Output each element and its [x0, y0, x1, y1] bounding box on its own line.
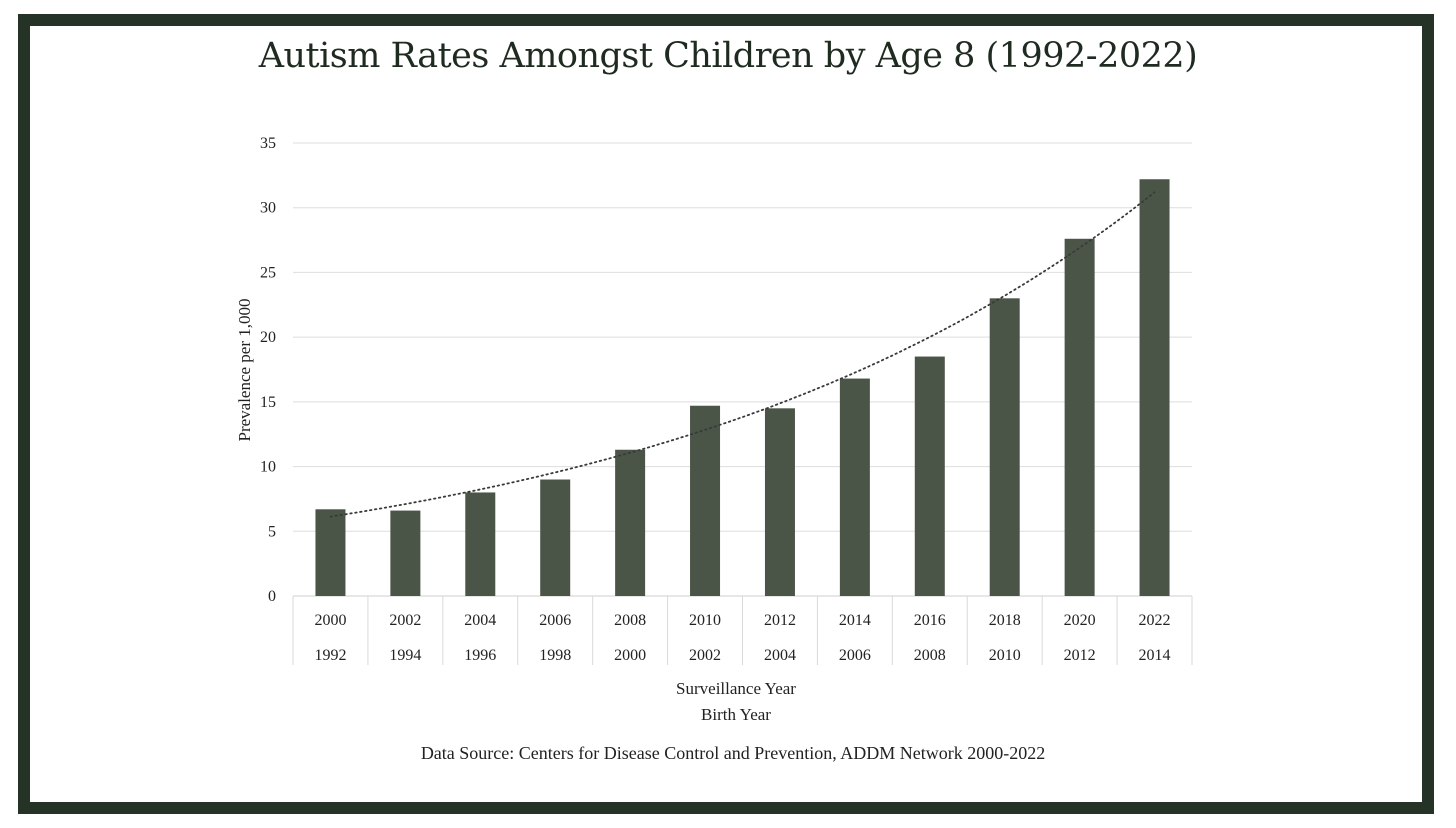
x-tick-label: 2000	[314, 612, 346, 629]
bar	[1139, 179, 1170, 597]
x-tick-label: 2004	[464, 612, 496, 629]
x-tick-label: 2020	[1064, 612, 1096, 629]
x-tick-label-secondary: 1992	[314, 647, 346, 664]
x-tick-label-secondary: 2012	[1064, 647, 1096, 664]
bar	[989, 298, 1020, 596]
x-tick-label-secondary: 2014	[1139, 647, 1171, 664]
x-tick-label-secondary: 2000	[614, 647, 646, 664]
y-tick-label: 0	[268, 588, 276, 605]
x-tick-label-secondary: 1996	[464, 647, 496, 664]
x-axis-label-secondary: Birth Year	[701, 705, 771, 724]
y-tick-label: 5	[268, 523, 276, 540]
bar	[690, 405, 721, 596]
x-tick-label-secondary: 1998	[539, 647, 571, 664]
x-axis-label: Surveillance Year	[676, 679, 796, 698]
y-axis-label: Prevalence per 1,000	[235, 298, 254, 441]
x-tick-label-secondary: 2008	[914, 647, 946, 664]
y-tick-label: 35	[260, 135, 276, 152]
x-tick-label: 2012	[764, 612, 796, 629]
x-tick-label-secondary: 1994	[389, 647, 421, 664]
y-axis-ticks: 0 5 10 15 20 25 30 35	[260, 135, 276, 605]
bar	[839, 378, 870, 596]
x-tick-label: 2010	[689, 612, 721, 629]
trendline-path	[329, 191, 1156, 518]
x-tick-label: 2022	[1139, 612, 1171, 629]
trendline	[329, 191, 1156, 518]
bar	[465, 492, 496, 596]
x-tick-label: 2008	[614, 612, 646, 629]
data-source-note: Data Source: Centers for Disease Control…	[421, 743, 1045, 763]
bar	[390, 510, 421, 596]
y-tick-label: 25	[260, 264, 276, 281]
x-axis-ticks: 2000 1992 2002 1994 2004 1996 2006 1998 2008 2000…	[292, 596, 1193, 665]
chart-title: Autism Rates Amongst Children by Age 8 (…	[258, 36, 1198, 76]
bar	[1064, 238, 1095, 596]
x-tick-label-secondary: 2006	[839, 647, 871, 664]
bar	[914, 356, 945, 596]
x-tick-label: 2016	[914, 612, 946, 629]
bar	[315, 509, 346, 596]
x-tick-label-secondary: 2002	[689, 647, 721, 664]
x-tick-label: 2014	[839, 612, 871, 629]
y-tick-label: 20	[260, 329, 276, 346]
gridlines	[293, 142, 1192, 597]
x-tick-label: 2006	[539, 612, 571, 629]
x-tick-label: 2002	[389, 612, 421, 629]
bar	[540, 479, 571, 596]
y-tick-label: 10	[260, 459, 276, 476]
x-tick-label: 2018	[989, 612, 1021, 629]
x-tick-label-secondary: 2004	[764, 647, 796, 664]
y-tick-label: 15	[260, 394, 276, 411]
x-tick-label-secondary: 2010	[989, 647, 1021, 664]
chart-frame	[18, 14, 1434, 814]
bar	[764, 408, 795, 596]
y-tick-label: 30	[260, 200, 276, 217]
bar	[615, 449, 646, 596]
bars	[315, 179, 1170, 597]
